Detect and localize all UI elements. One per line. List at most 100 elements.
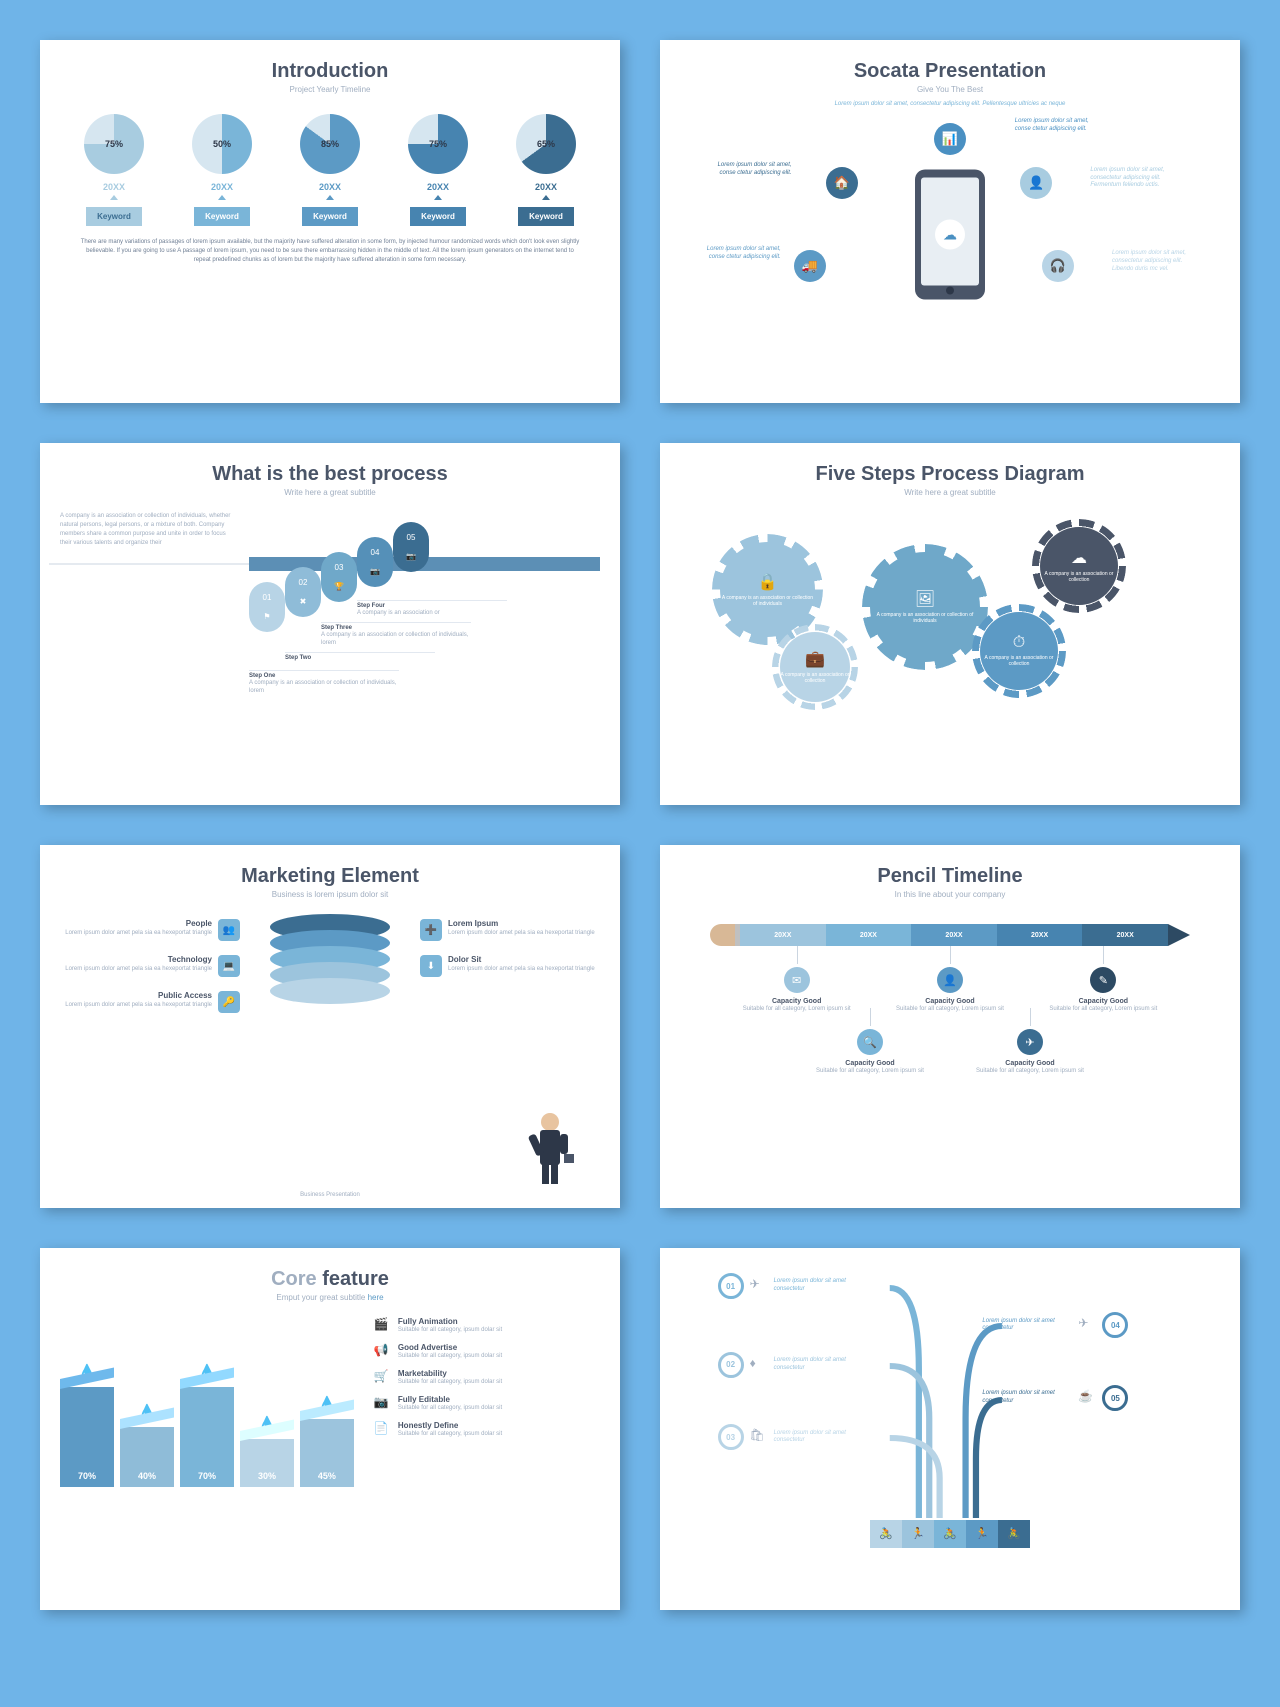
item-icon: ⬇ bbox=[420, 955, 442, 977]
pie-chart: 75% bbox=[84, 114, 144, 174]
content: 👥PeopleLorem ipsum dolor amet pela sia e… bbox=[60, 919, 600, 1027]
timeline-desc: Suitable for all category, Lorem ipsum s… bbox=[873, 1005, 1026, 1013]
feature-item: 🛒MarketabilitySuitable for all category,… bbox=[374, 1369, 600, 1387]
timeline-desc: Suitable for all category, Lorem ipsum s… bbox=[720, 1005, 873, 1013]
keyword-tag: Keyword bbox=[302, 207, 358, 226]
bar-3d: 💧70% bbox=[60, 1363, 114, 1487]
node-text: Lorem ipsum dolor sit amet consectetur bbox=[774, 1278, 864, 1294]
title: Socata Presentation bbox=[680, 60, 1220, 83]
node-icon: ☕ bbox=[1078, 1389, 1096, 1407]
businessman-icon bbox=[520, 1110, 580, 1190]
tree-node: 05☕Lorem ipsum dolor sit amet consectetu… bbox=[982, 1385, 1128, 1411]
feature-desc: Suitable for all category, ipsum dolar s… bbox=[398, 1352, 502, 1360]
marketing-item: 👥PeopleLorem ipsum dolor amet pela sia e… bbox=[60, 919, 240, 941]
cloud-icon: ☁ bbox=[935, 220, 965, 250]
subtitle: In this line about your company bbox=[680, 890, 1220, 899]
pie-column: 65%20XXKeyword bbox=[492, 114, 600, 226]
timeline-title: Capacity Good bbox=[873, 998, 1026, 1005]
feature-icon: 🛒 bbox=[374, 1369, 392, 1387]
node-icon: ✈ bbox=[1078, 1316, 1096, 1334]
process-capsule: 02✖ bbox=[285, 567, 321, 617]
feature-desc: Suitable for all category, ipsum dolar s… bbox=[398, 1326, 502, 1334]
feature-title: Honestly Define bbox=[398, 1421, 502, 1430]
step-label: Step ThreeA company is an association or… bbox=[321, 622, 471, 648]
slide-pencil: Pencil Timeline In this line about your … bbox=[660, 845, 1240, 1208]
item-title: People bbox=[60, 919, 212, 928]
item-title: Technology bbox=[60, 955, 212, 964]
timeline-desc: Suitable for all category, Lorem ipsum s… bbox=[790, 1067, 950, 1075]
year-label: 20XX bbox=[492, 182, 600, 200]
pie-row: 75%20XXKeyword50%20XXKeyword85%20XXKeywo… bbox=[60, 114, 600, 226]
feature-label: Lorem ipsum dolor sit amet, conse ctetur… bbox=[691, 246, 781, 262]
process-diagram: 01⚑02✖03🏆04📷05📷Step FourA company is an … bbox=[249, 512, 600, 548]
feature-title: Fully Editable bbox=[398, 1395, 502, 1404]
pencil-timeline: 20XX20XX20XX20XX20XX bbox=[710, 924, 1190, 946]
item-title: Dolor Sit bbox=[448, 955, 600, 964]
feature-item: 🎬Fully AnimationSuitable for all categor… bbox=[374, 1317, 600, 1335]
pie-chart: 75% bbox=[408, 114, 468, 174]
year-label: 20XX bbox=[168, 182, 276, 200]
base-segment: 🚴 bbox=[998, 1520, 1030, 1548]
slide-grid: Introduction Project Yearly Timeline 75%… bbox=[40, 40, 1240, 1610]
feature-desc: Suitable for all category, ipsum dolar s… bbox=[398, 1430, 502, 1438]
right-col: ➕Lorem IpsumLorem ipsum dolor amet pela … bbox=[420, 919, 600, 1027]
keyword-tag: Keyword bbox=[194, 207, 250, 226]
feature-item: 📷Fully EditableSuitable for all category… bbox=[374, 1395, 600, 1413]
keyword-tag: Keyword bbox=[518, 207, 574, 226]
slide-marketing: Marketing Element Business is lorem ipsu… bbox=[40, 845, 620, 1208]
marketing-item: 💻TechnologyLorem ipsum dolor amet pela s… bbox=[60, 955, 240, 977]
bar-cube: 70% bbox=[60, 1387, 114, 1487]
content: ☁ 📊Lorem ipsum dolor sit amet, conse cte… bbox=[680, 118, 1220, 338]
timeline-title: Capacity Good bbox=[720, 998, 873, 1005]
subtitle-b: here bbox=[368, 1293, 384, 1302]
feature-icon: 📄 bbox=[374, 1421, 392, 1439]
pie-column: 75%20XXKeyword bbox=[60, 114, 168, 226]
feature-item: 📢Good AdvertiseSuitable for all category… bbox=[374, 1343, 600, 1361]
title: Core feature bbox=[60, 1268, 600, 1291]
node-text: Lorem ipsum dolor sit amet consectetur bbox=[982, 1390, 1072, 1406]
tree-node: 04✈Lorem ipsum dolor sit amet consectetu… bbox=[982, 1312, 1128, 1338]
title: Marketing Element bbox=[60, 865, 600, 888]
title-b: feature bbox=[322, 1268, 389, 1290]
step-label: Step Two bbox=[285, 652, 435, 661]
feature-label: Lorem ipsum dolor sit amet, conse ctetur… bbox=[1015, 118, 1105, 134]
item-icon: 🔑 bbox=[218, 991, 240, 1013]
center-col bbox=[240, 919, 420, 1027]
item-title: Public Access bbox=[60, 991, 212, 1000]
marketing-item: ➕Lorem IpsumLorem ipsum dolor amet pela … bbox=[420, 919, 600, 941]
feature-bubble: 👤 bbox=[1020, 167, 1052, 199]
year-label: 20XX bbox=[384, 182, 492, 200]
subtitle: Emput your great subtitle here bbox=[60, 1293, 600, 1302]
timeline-title: Capacity Good bbox=[950, 1060, 1110, 1067]
content: A company is an association or collectio… bbox=[60, 512, 600, 548]
pencil-eraser bbox=[710, 924, 740, 946]
gears-container: 🔒A company is an association or collecti… bbox=[680, 512, 1220, 712]
feature-label: Lorem ipsum dolor sit amet, consectetur … bbox=[1112, 250, 1202, 273]
base-segment: 🚴 bbox=[934, 1520, 966, 1548]
feature-label: Lorem ipsum dolor sit amet, consectetur … bbox=[1090, 167, 1180, 190]
gear: ⏱A company is an association or collecti… bbox=[980, 612, 1058, 690]
item-icon: 💻 bbox=[218, 955, 240, 977]
feature-icon: 🎬 bbox=[374, 1317, 392, 1335]
content: 🚴🏃🚴🏃🚴 01✈Lorem ipsum dolor sit amet cons… bbox=[680, 1268, 1220, 1548]
connector-lines bbox=[680, 1268, 1220, 1548]
timeline-row1: ✉Capacity GoodSuitable for all category,… bbox=[680, 961, 1220, 1013]
base-segment: 🏃 bbox=[966, 1520, 998, 1548]
slide-gears: Five Steps Process Diagram Write here a … bbox=[660, 443, 1240, 806]
subtitle: Business is lorem ipsum dolor sit bbox=[60, 890, 600, 899]
keyword-tag: Keyword bbox=[410, 207, 466, 226]
intro-text: Lorem ipsum dolor sit amet, consectetur … bbox=[680, 100, 1220, 108]
title: Five Steps Process Diagram bbox=[680, 463, 1220, 486]
node-icon: 🛍 bbox=[750, 1428, 768, 1446]
timeline-row2: 🔍Capacity GoodSuitable for all category,… bbox=[680, 1023, 1220, 1075]
timeline-item: 🔍Capacity GoodSuitable for all category,… bbox=[790, 1023, 950, 1075]
ellipse-stack bbox=[270, 924, 390, 1004]
tree-node: 02♦Lorem ipsum dolor sit amet consectetu… bbox=[718, 1352, 864, 1378]
title-a: Core bbox=[271, 1268, 322, 1290]
feature-desc: Suitable for all category, ipsum dolar s… bbox=[398, 1404, 502, 1412]
base-segment: 🏃 bbox=[902, 1520, 934, 1548]
timeline-item: ✈Capacity GoodSuitable for all category,… bbox=[950, 1023, 1110, 1075]
feature-bubble: 🚚 bbox=[794, 250, 826, 282]
subtitle-a: Emput your great subtitle bbox=[276, 1293, 367, 1302]
left-text: A company is an association or collectio… bbox=[60, 512, 249, 548]
